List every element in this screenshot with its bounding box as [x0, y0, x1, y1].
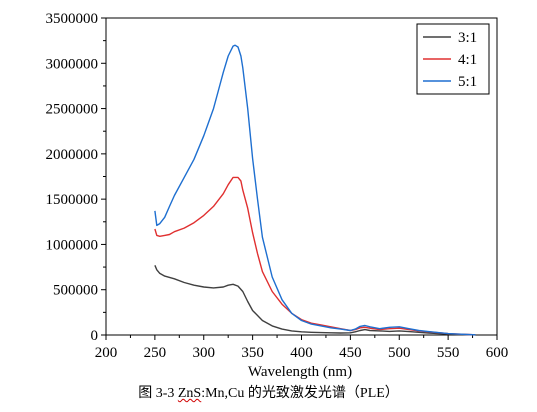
- x-tick-label-500: 500: [388, 345, 411, 361]
- series-line-1: [154, 265, 476, 336]
- series-line-3: [154, 44, 476, 336]
- x-tick-label-200: 200: [95, 345, 118, 361]
- x-tick-label-250: 250: [144, 345, 167, 361]
- y-tick-label-2000000: 2000000: [46, 147, 99, 163]
- caption-compound-underlined: ZnS: [177, 386, 202, 401]
- y-tick-label-1000000: 1000000: [46, 237, 99, 253]
- y-tick-label-2500000: 2500000: [46, 102, 99, 118]
- legend-label-1: 3:1: [458, 30, 477, 46]
- x-tick-label-400: 400: [290, 345, 313, 361]
- x-tick-label-450: 450: [339, 345, 362, 361]
- x-tick-label-550: 550: [437, 345, 460, 361]
- y-tick-label-3500000: 3500000: [46, 11, 99, 27]
- caption-suffix: 的光致激发光谱（PLE）: [244, 386, 399, 401]
- y-tick-label-1500000: 1500000: [46, 192, 99, 208]
- plot-lines: [154, 44, 476, 336]
- legend: 3:1 4:1 5:1: [416, 23, 490, 95]
- caption-prefix: 图 3-3: [138, 386, 178, 401]
- legend-label-2: 4:1: [458, 52, 477, 68]
- x-tick-label-300: 300: [193, 345, 216, 361]
- legend-label-3: 5:1: [458, 74, 477, 90]
- caption-compound-rest: :Mn,Cu: [201, 386, 245, 401]
- ple-spectrum-chart: 200 250 300 350 400 450 500 550 600 0 500000 100000…: [46, 11, 509, 380]
- x-tick-label-350: 350: [241, 345, 264, 361]
- series-line-2: [154, 176, 476, 336]
- y-tick-label-0: 0: [91, 328, 99, 344]
- x-tick-label-600: 600: [486, 345, 509, 361]
- x-axis-title: Wavelength (nm): [248, 364, 352, 380]
- figure-caption: 图 3-3 ZnS:Mn,Cu 的光致激发光谱（PLE）: [0, 382, 537, 402]
- axes: 200 250 300 350 400 450 500 550 600 0 500000 100000…: [46, 11, 509, 361]
- y-tick-label-3000000: 3000000: [46, 56, 99, 72]
- y-tick-label-500000: 500000: [53, 283, 98, 299]
